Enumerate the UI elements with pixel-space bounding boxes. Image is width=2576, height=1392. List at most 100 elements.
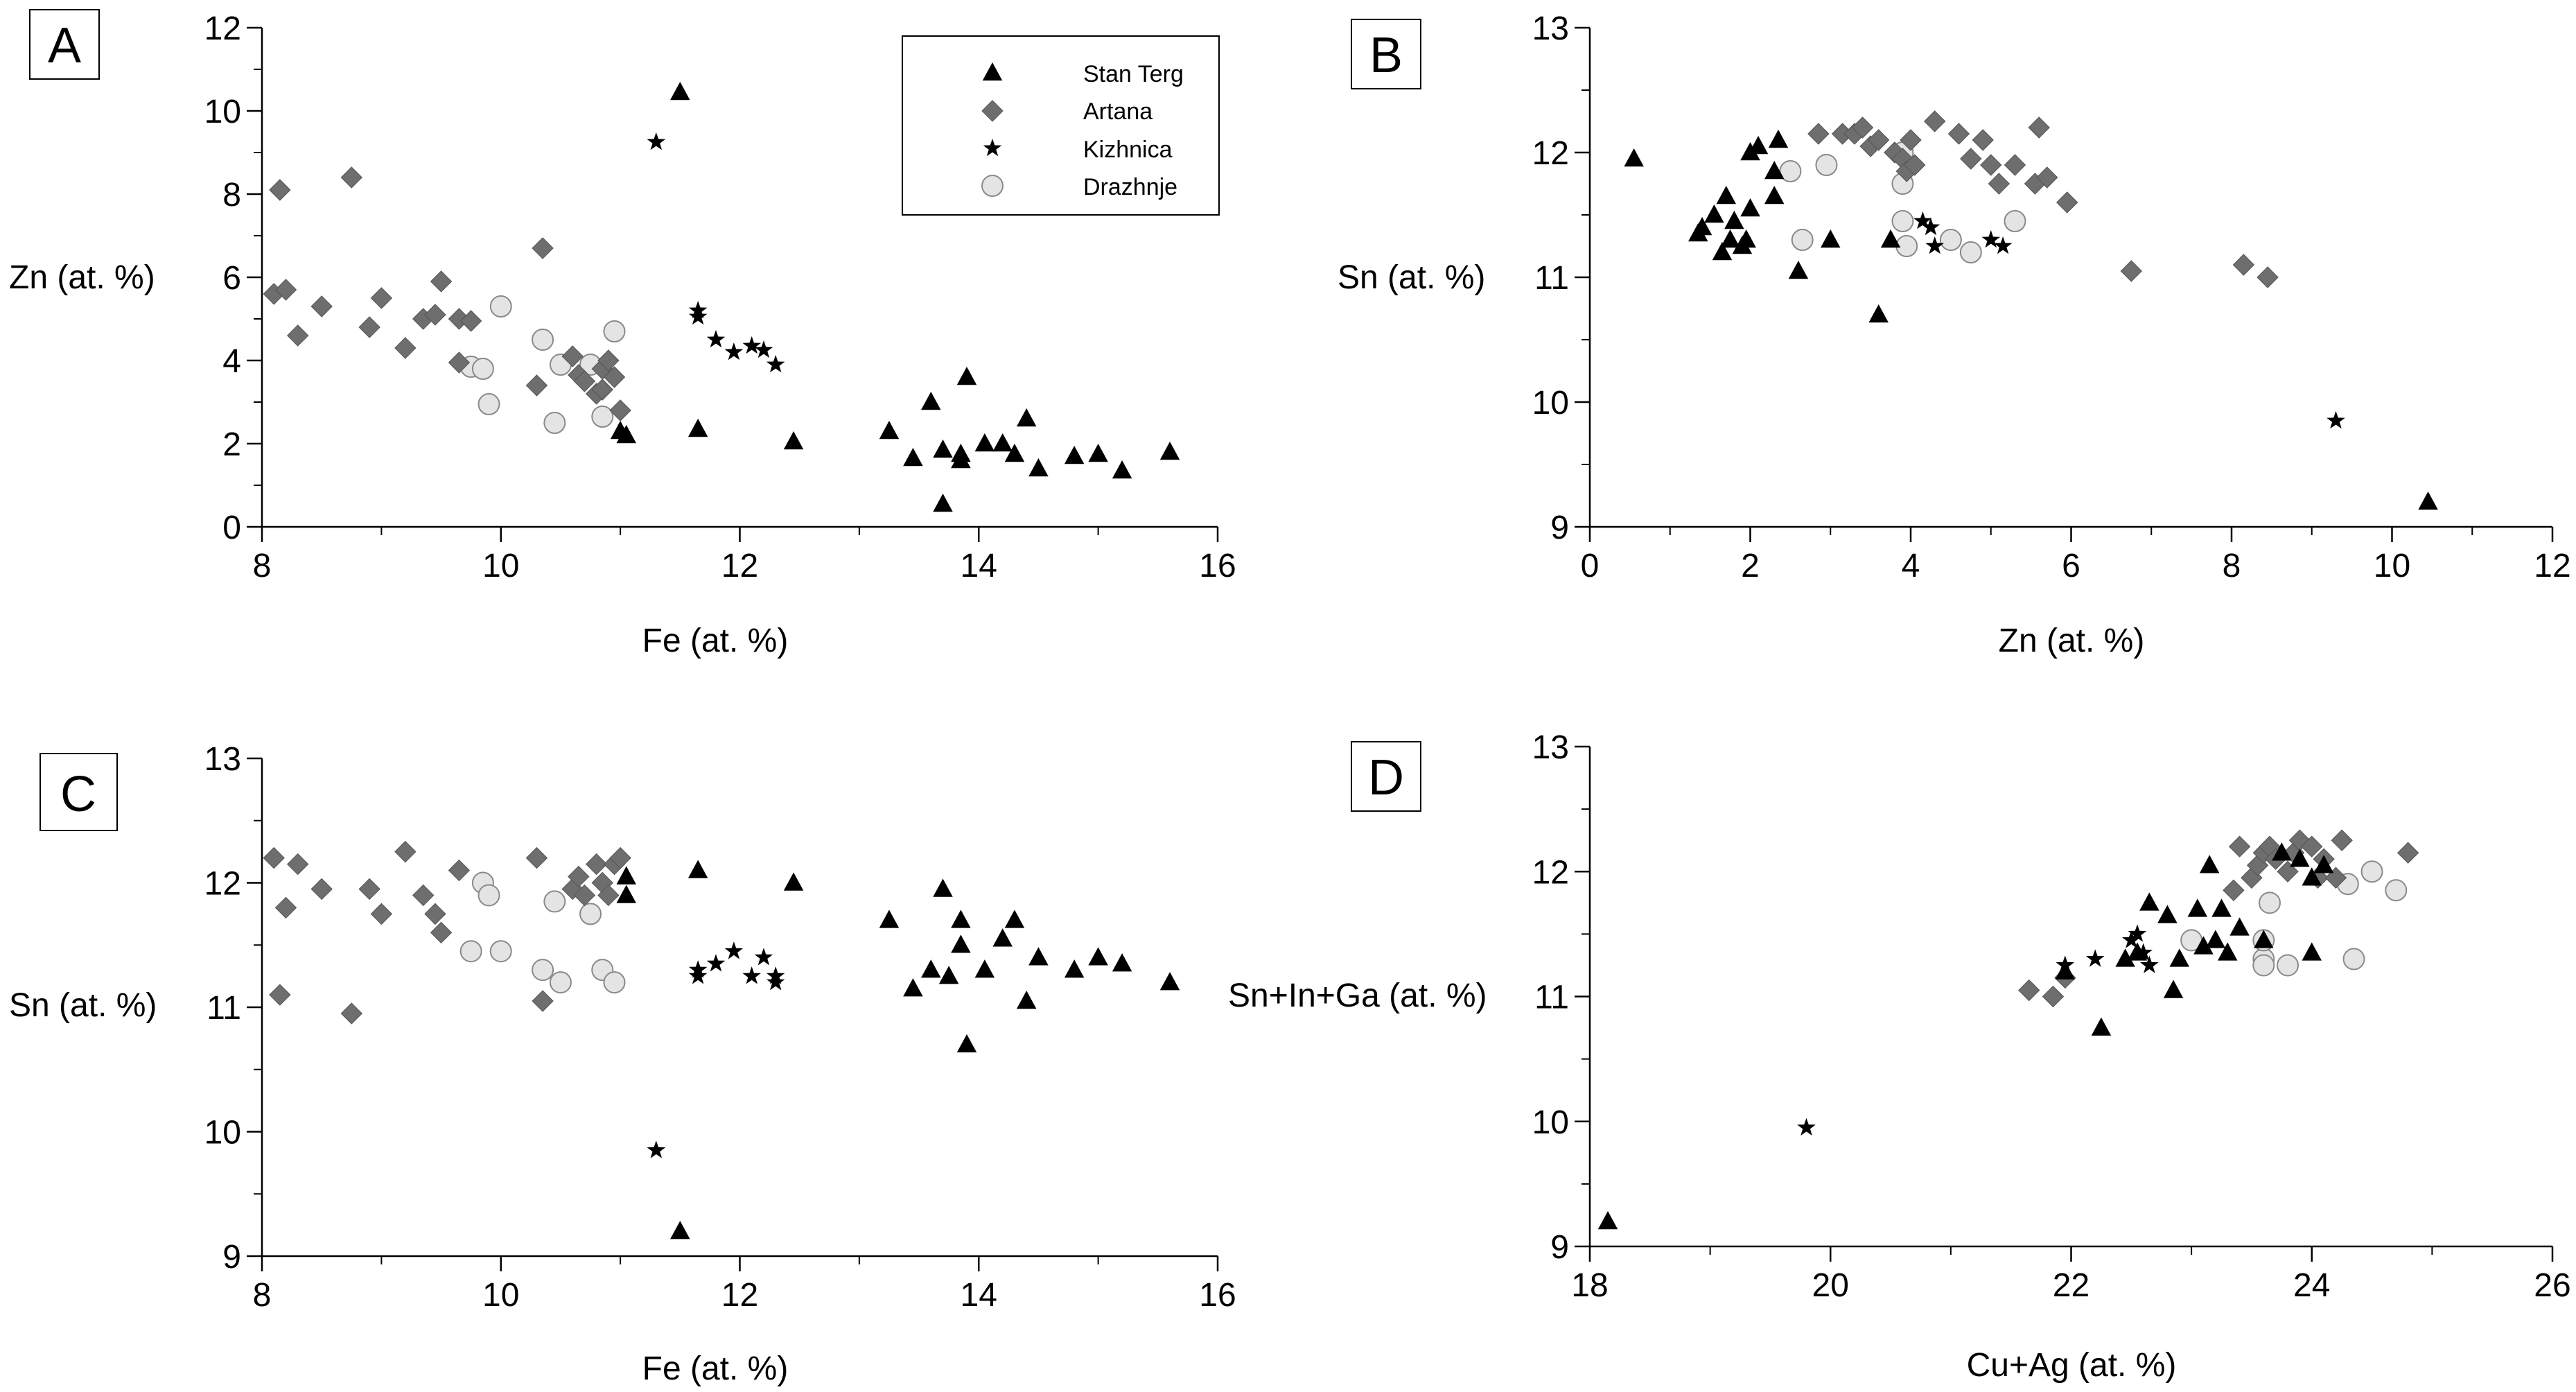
data-point-artana [573,370,596,392]
data-point-stan-terg [956,367,977,385]
data-point-stan-terg [1692,217,1712,236]
data-point-stan-terg [2193,936,2214,955]
data-point-kizhnica [1797,1117,1816,1136]
data-point-artana [358,316,380,338]
data-point-artana [1924,110,1946,132]
data-point-drazhnje [549,971,572,994]
data-point-drazhnje [471,358,494,380]
data-point-drazhnje [1779,160,1802,182]
data-point-artana [1972,129,1994,151]
panel-c-letter: C [60,767,96,822]
x-tick-label: 12 [2534,548,2570,584]
data-point-artana [430,921,453,944]
data-point-stan-terg [1028,947,1049,966]
data-point-artana [1900,129,1922,151]
data-point-stan-terg [1740,198,1760,217]
data-point-artana [274,279,297,301]
data-point-stan-terg [1064,446,1085,464]
panel-a-letter: A [48,18,81,73]
y-tick-label: 9 [1550,1229,1569,1266]
data-point-stan-terg [2139,892,2159,911]
data-point-stan-terg [2290,849,2310,867]
data-point-stan-terg [1064,959,1085,978]
legend-label-artana: Artana [1083,98,1153,125]
data-point-artana [340,166,362,189]
data-point-kizhnica [724,941,744,959]
data-point-stan-terg [2302,867,2322,886]
x-tick-label: 12 [721,1277,758,1314]
data-point-artana [269,984,291,1006]
data-point-artana [525,374,548,397]
data-point-stan-terg [1868,304,1889,323]
data-point-stan-terg [610,421,631,440]
x-tick-label: 26 [2534,1267,2570,1304]
x-tick-label: 10 [482,1277,519,1314]
data-point-stan-terg [1788,261,1809,279]
data-point-stan-terg [687,860,708,878]
data-point-stan-terg [1748,136,1769,155]
y-tick-label: 12 [1532,135,1569,172]
data-point-stan-terg [879,421,900,440]
data-point-artana [1980,154,2002,176]
y-tick-label: 9 [1550,510,1569,546]
data-point-kizhnica [2134,943,2153,961]
data-point-stan-terg [951,444,971,462]
data-point-kizhnica [2085,949,2105,967]
y-tick-label: 10 [204,1115,241,1151]
data-point-stan-terg [1720,229,1740,248]
data-point-stan-terg [2157,905,2178,923]
data-point-stan-terg [2302,942,2322,961]
data-point-drazhnje [1815,154,1838,176]
data-point-kizhnica [1913,211,1932,229]
data-point-stan-terg [921,959,941,978]
legend-marker-drazhnje [981,175,1004,197]
data-point-drazhnje [2277,954,2299,977]
data-point-stan-terg [1764,186,1785,205]
data-point-stan-terg [687,419,708,437]
panel-b-x-axis-title: Zn (at. %) [1999,623,2145,659]
data-point-stan-terg [992,433,1013,452]
data-point-stan-terg [1724,211,1744,229]
data-point-artana [394,337,417,359]
data-point-drazhnje [603,971,626,994]
x-tick-label: 16 [1199,1277,1236,1314]
panel-b-plot: 0 2 4 6 8 10 12 9 10 11 12 13 [1532,10,2571,584]
data-point-stan-terg [616,885,636,903]
data-point-artana [1904,154,1926,176]
x-tick-label: 10 [2374,548,2410,584]
data-point-artana [358,878,380,901]
data-point-drazhnje [1891,210,1914,232]
y-tick-label: 6 [222,260,241,297]
data-point-drazhnje [2252,954,2275,977]
x-tick-label: 20 [1812,1267,1849,1304]
x-tick-label: 10 [482,548,519,584]
y-tick-label: 11 [1534,260,1569,297]
data-point-artana [561,345,584,367]
data-point-artana [310,295,333,317]
data-point-stan-terg [974,433,995,452]
data-point-artana [263,846,285,869]
data-point-stan-terg [974,959,995,978]
data-point-artana [597,349,620,372]
x-tick-label: 12 [721,548,758,584]
legend-marker-artana [981,100,1004,122]
data-point-drazhnje [579,903,602,925]
data-point-artana [585,853,608,876]
data-point-drazhnje [477,393,500,415]
data-point-stan-terg [933,440,953,458]
legend-marker-kizhnica [983,139,1002,157]
data-point-artana [603,366,626,388]
data-point-artana [597,884,620,907]
data-point-artana [1807,123,1830,145]
y-tick-label: 2 [222,426,241,463]
legend: Stan Terg Artana Kizhnica Drazhnje [902,35,1220,216]
data-point-artana [609,846,631,869]
x-tick-label: 8 [253,548,272,584]
data-point-stan-terg [670,82,690,101]
data-point-drazhnje [1791,229,1814,251]
data-point-drazhnje [532,329,554,351]
data-point-kizhnica [2140,955,2159,973]
y-tick-label: 8 [222,177,241,214]
data-point-stan-terg [1112,460,1132,479]
data-point-kizhnica [1921,218,1940,236]
